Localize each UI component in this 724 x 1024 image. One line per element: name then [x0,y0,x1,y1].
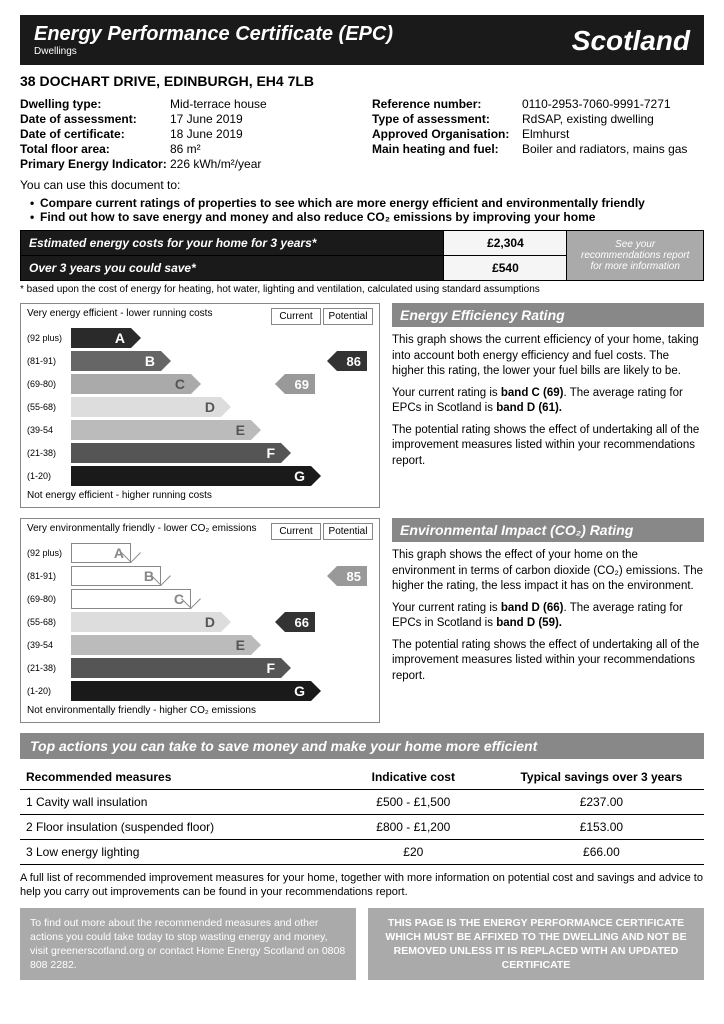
env-rating-text: Environmental Impact (CO₂) Rating This g… [392,518,704,723]
band-a: A [71,328,131,348]
band-g: G [71,466,311,486]
info-grid: Dwelling type:Mid-terrace houseDate of a… [20,97,704,172]
info-row: Total floor area:86 m² [20,142,352,156]
chart-bottom-caption: Not environmentally friendly - higher CO… [27,705,373,716]
table-row: 1 Cavity wall insulation£500 - £1,500£23… [20,790,704,815]
band-b: B [71,351,161,371]
current-arrow: 69 [285,374,315,394]
energy-chart: Very energy efficient - lower running co… [20,303,380,508]
region-label: Scotland [572,25,690,57]
save-label: Over 3 years you could save* [21,256,444,281]
band-d: D [71,612,221,632]
col-potential: Potential [323,523,373,540]
band-b: B [71,566,161,586]
potential-arrow: 86 [337,351,367,371]
bullet-item: Compare current ratings of properties to… [30,196,704,210]
info-row: Type of assessment:RdSAP, existing dwell… [372,112,704,126]
cost-footnote: * based upon the cost of energy for heat… [20,284,704,295]
save-value: £540 [444,256,567,281]
doc-subtitle: Dwellings [34,46,393,57]
th-savings: Typical savings over 3 years [499,765,704,790]
property-address: 38 DOCHART DRIVE, EDINBURGH, EH4 7LB [20,73,704,89]
chart-top-caption: Very environmentally friendly - lower CO… [27,523,271,534]
cost-value: £2,304 [444,231,567,256]
rating-title: Environmental Impact (CO₂) Rating [392,518,704,542]
table-row: 2 Floor insulation (suspended floor)£800… [20,815,704,840]
cost-label: Estimated energy costs for your home for… [21,231,444,256]
chart-bottom-caption: Not energy efficient - higher running co… [27,490,373,501]
energy-rating-text: Energy Efficiency Rating This graph show… [392,303,704,508]
reco-note: See your recommendations report for more… [567,231,704,281]
info-row: Dwelling type:Mid-terrace house [20,97,352,111]
band-g: G [71,681,311,701]
use-doc-heading: You can use this document to: [20,178,704,192]
info-row: Main heating and fuel:Boiler and radiato… [372,142,704,156]
col-current: Current [271,523,321,540]
bullet-item: Find out how to save energy and money an… [30,210,704,224]
band-c: C [71,589,191,609]
th-measures: Recommended measures [20,765,328,790]
info-row: Reference number:0110-2953-7060-9991-727… [372,97,704,111]
header-bar: Energy Performance Certificate (EPC) Dwe… [20,15,704,65]
info-box-right: THIS PAGE IS THE ENERGY PERFORMANCE CERT… [368,908,704,981]
band-f: F [71,658,281,678]
env-chart: Very environmentally friendly - lower CO… [20,518,380,723]
rating-title: Energy Efficiency Rating [392,303,704,327]
info-row: Date of assessment:17 June 2019 [20,112,352,126]
chart-top-caption: Very energy efficient - lower running co… [27,308,271,319]
table-row: 3 Low energy lighting£20£66.00 [20,840,704,865]
band-e: E [71,635,251,655]
doc-title: Energy Performance Certificate (EPC) [34,23,393,46]
bullets-list: Compare current ratings of properties to… [30,196,704,224]
actions-table: Recommended measures Indicative cost Typ… [20,765,704,865]
info-row: Date of certificate:18 June 2019 [20,127,352,141]
current-arrow: 66 [285,612,315,632]
potential-arrow: 85 [337,566,367,586]
info-row: Primary Energy Indicator:226 kWh/m²/year [20,157,352,171]
full-note: A full list of recommended improvement m… [20,871,704,900]
band-c: C [71,374,191,394]
col-current: Current [271,308,321,325]
band-a: A [71,543,131,563]
actions-title: Top actions you can take to save money a… [20,733,704,759]
band-e: E [71,420,251,440]
cost-table: Estimated energy costs for your home for… [20,230,704,281]
col-potential: Potential [323,308,373,325]
band-d: D [71,397,221,417]
info-box-left: To find out more about the recommended m… [20,908,356,981]
th-cost: Indicative cost [328,765,499,790]
band-f: F [71,443,281,463]
info-row: Approved Organisation:Elmhurst [372,127,704,141]
